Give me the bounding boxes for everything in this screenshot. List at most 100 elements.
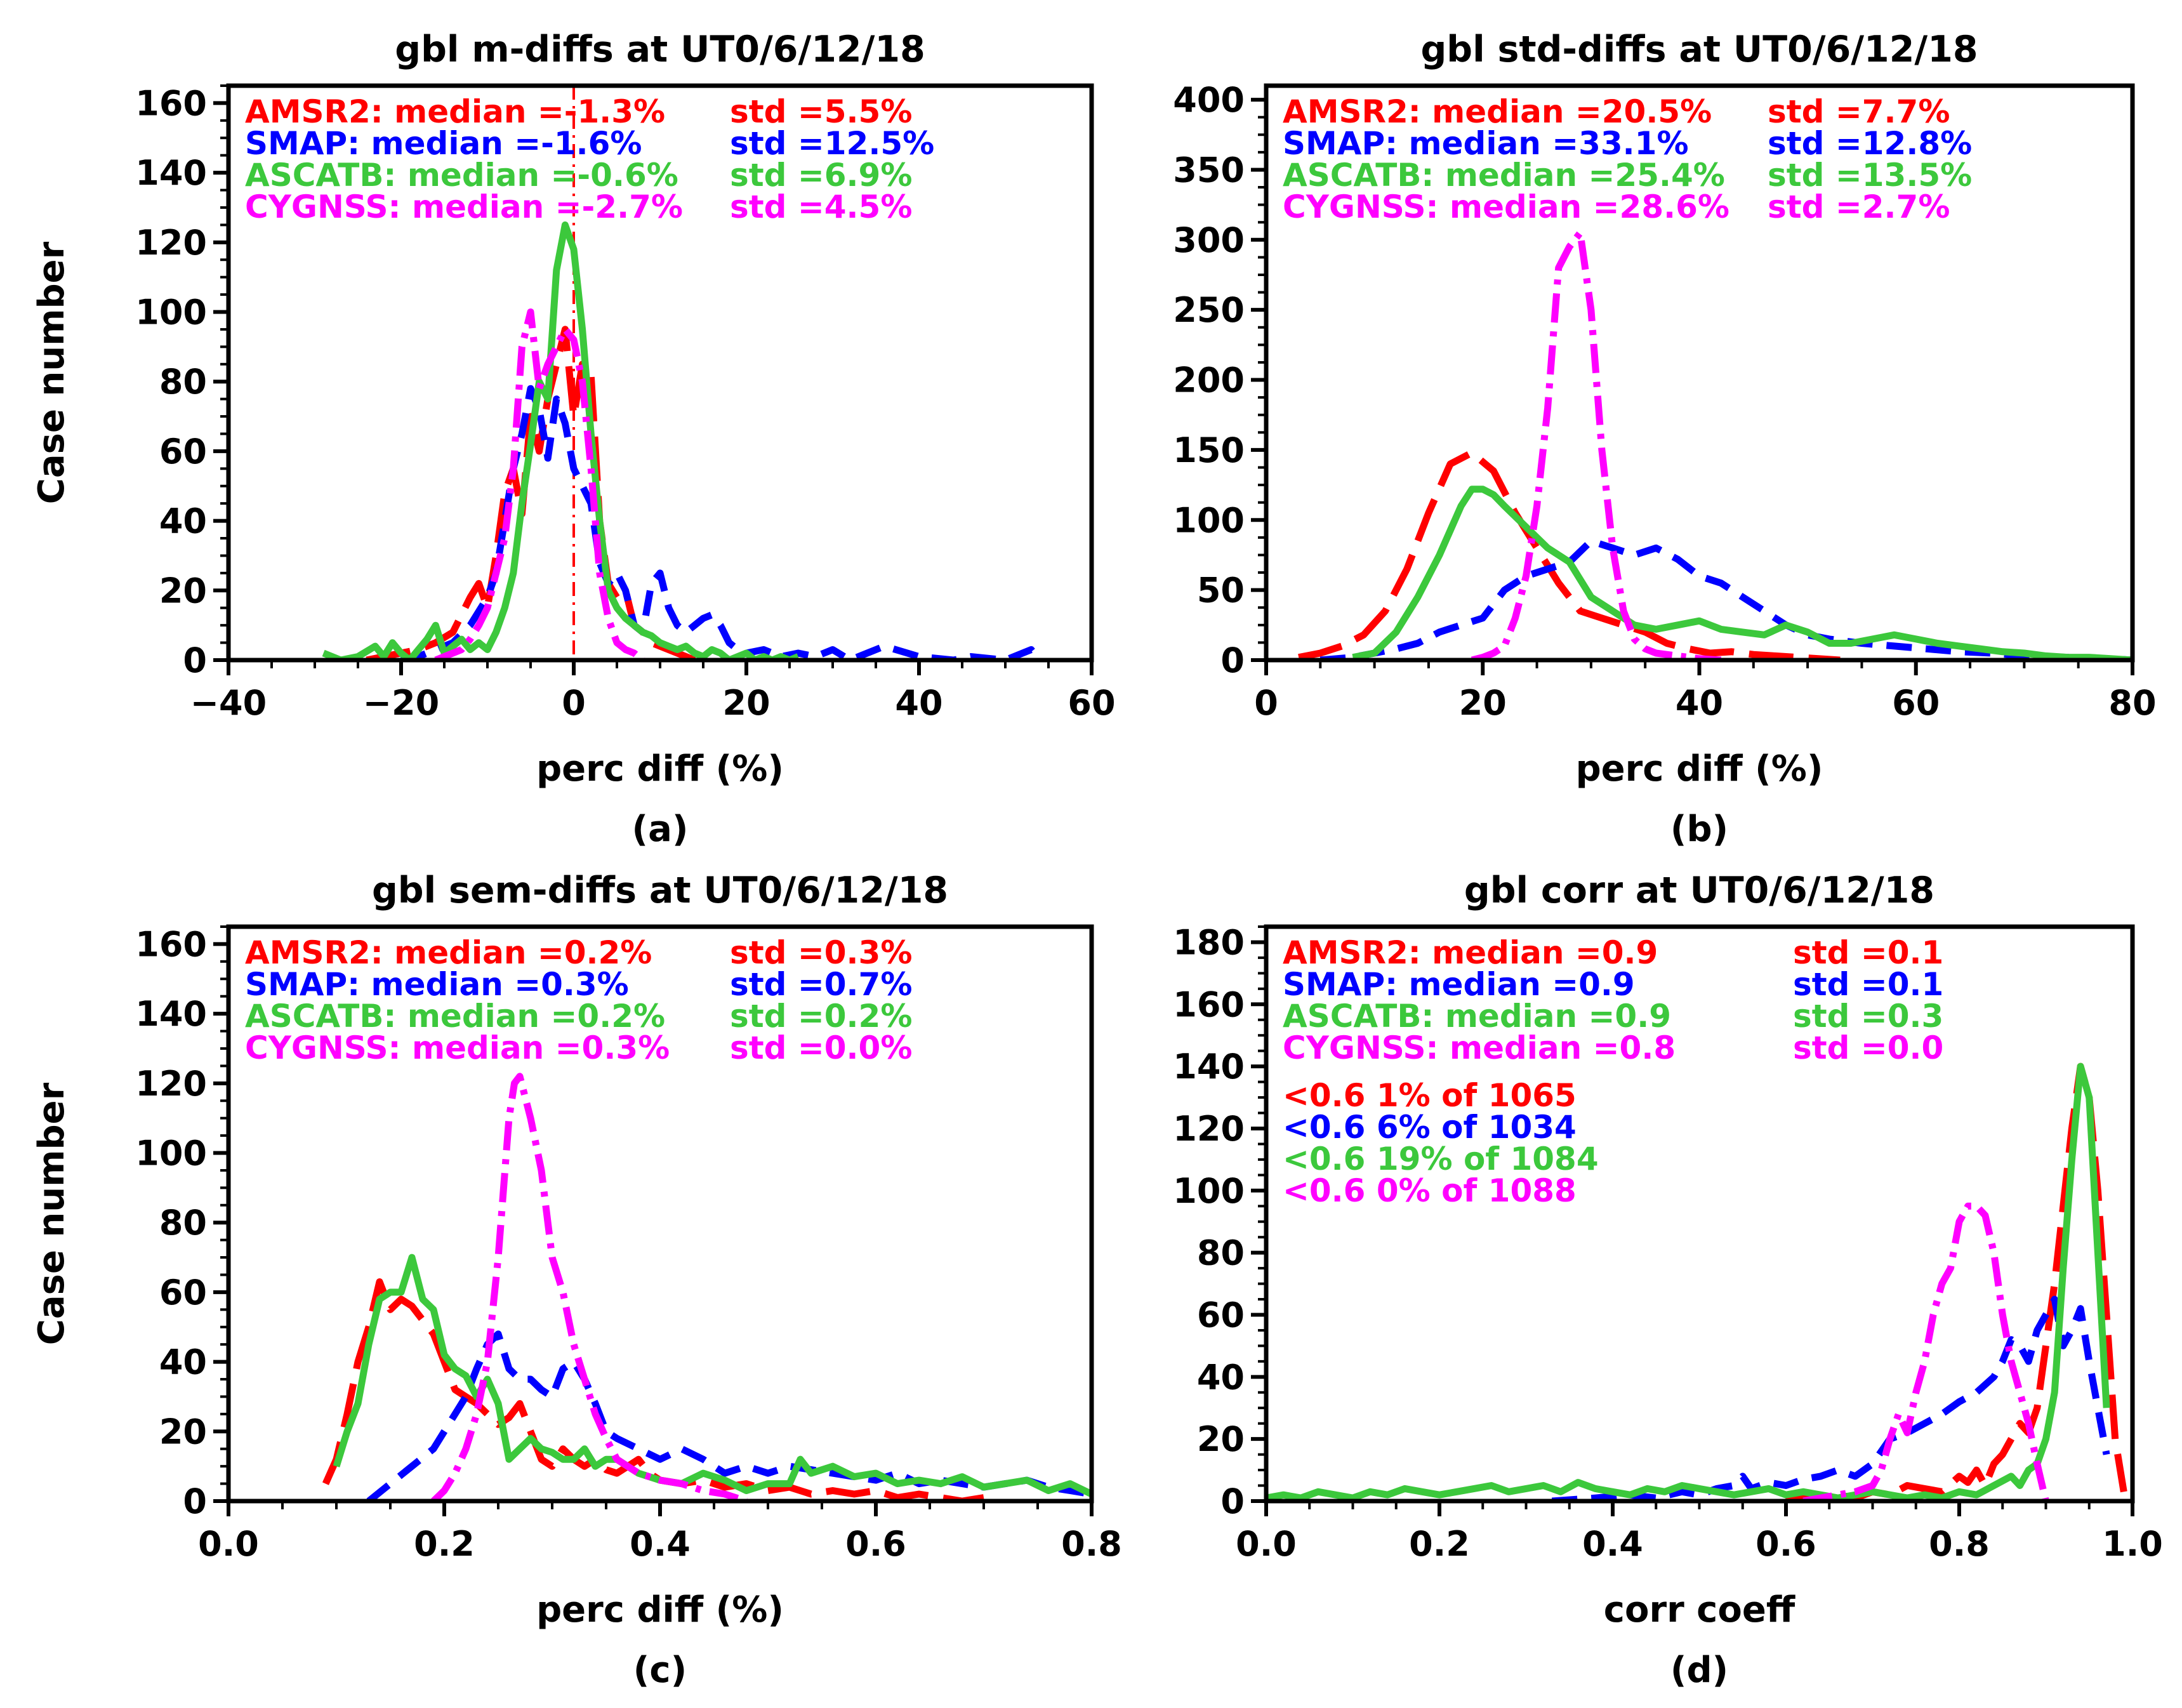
y-tick-label: 80: [1197, 1233, 1245, 1273]
y-tick-label: 200: [1173, 361, 1245, 401]
x-tick-label: 60: [1892, 683, 1940, 723]
series-line-cygnss: [431, 1073, 748, 1501]
y-tick-label: 40: [159, 1342, 207, 1382]
y-tick-label: 100: [135, 293, 207, 333]
chart-title: gbl m-diffs at UT0/6/12/18: [395, 29, 925, 70]
x-tick-label: 0: [1254, 683, 1278, 723]
y-tick-label: 150: [1173, 430, 1245, 470]
chart-title: gbl std-diffs at UT0/6/12/18: [1420, 29, 1978, 70]
stat-below-threshold: <0.6 0% of 1088: [1283, 1172, 1577, 1209]
stat-std-amsr2: std =0.1: [1793, 934, 1943, 971]
y-tick-label: 0: [183, 640, 207, 680]
panel-b: 0 20 40 60 80 0 50 100 150 200 250 300 350 400 gbl std…: [1173, 29, 2156, 850]
x-axis-label: corr coeff: [1604, 1589, 1795, 1631]
stat-std-cygnss: std =0.0%: [730, 1029, 912, 1066]
x-tick-label: 80: [2108, 683, 2156, 723]
x-tick-label: 60: [1068, 683, 1115, 723]
stat-median-amsr2: AMSR2: median =20.5%: [1283, 93, 1712, 130]
x-tick-label: 1.0: [2102, 1524, 2163, 1564]
x-tick-label: −20: [363, 683, 439, 723]
chart-title: gbl sem-diffs at UT0/6/12/18: [372, 870, 948, 911]
x-tick-label: 0.2: [414, 1524, 475, 1564]
stat-median-amsr2: AMSR2: median =0.2%: [245, 934, 652, 971]
y-tick-label: 400: [1173, 80, 1245, 120]
stat-below-threshold: <0.6 6% of 1034: [1283, 1109, 1577, 1146]
stat-std-amsr2: std =7.7%: [1768, 93, 1950, 130]
stat-median-smap: SMAP: median =0.3%: [245, 966, 629, 1003]
series-line-cygnss: [1471, 229, 1721, 660]
x-tick-label: 0.0: [1236, 1524, 1297, 1564]
panel-d: 0.0 0.2 0.4 0.6 0.8 1.0 0 20 40 60 80 100 120 140 160 1…: [1173, 870, 2163, 1691]
x-axis-label: perc diff (%): [536, 748, 784, 790]
x-axis-label: perc diff (%): [1576, 748, 1823, 790]
stat-median-ascatb: ASCATB: median =-0.6%: [245, 157, 678, 194]
y-tick-label: 20: [1197, 1419, 1245, 1459]
y-tick-label: 50: [1197, 571, 1245, 611]
panel-label: (d): [1670, 1650, 1728, 1691]
series-group: [1298, 229, 2132, 660]
y-tick-label: 0: [1220, 1481, 1245, 1521]
y-tick-label: 100: [135, 1134, 207, 1174]
y-tick-label: 160: [1173, 984, 1245, 1024]
stat-std-smap: std =12.8%: [1768, 125, 1972, 162]
y-tick-label: 20: [159, 1412, 207, 1452]
series-line-amsr2: [1298, 449, 1841, 660]
y-tick-label: 140: [1173, 1047, 1245, 1087]
x-tick-label: 0.4: [630, 1524, 691, 1564]
stat-std-ascatb: std =0.2%: [730, 998, 912, 1035]
y-tick-label: 140: [135, 153, 207, 193]
series-group: [322, 86, 1043, 660]
y-tick-label: 80: [159, 1203, 207, 1243]
y-tick-label: 100: [1173, 1171, 1245, 1211]
stat-median-cygnss: CYGNSS: median =-2.7%: [245, 189, 683, 225]
panel-label: (c): [633, 1650, 687, 1691]
stat-median-amsr2: AMSR2: median =0.9: [1283, 934, 1658, 971]
x-tick-label: 0.8: [1929, 1524, 1990, 1564]
x-axis-label: perc diff (%): [536, 1589, 784, 1631]
y-tick-label: 160: [135, 83, 207, 123]
series-line-smap: [1319, 537, 2132, 660]
x-tick-label: 0.0: [198, 1524, 259, 1564]
stat-std-smap: std =0.7%: [730, 966, 912, 1003]
x-tick-label: −40: [190, 683, 267, 723]
y-tick-label: 0: [183, 1481, 207, 1521]
stat-below-threshold: <0.6 1% of 1065: [1283, 1077, 1577, 1114]
stat-std-ascatb: std =13.5%: [1768, 157, 1972, 194]
stat-median-ascatb: ASCATB: median =25.4%: [1283, 157, 1725, 194]
y-tick-label: 40: [1197, 1357, 1245, 1397]
y-tick-label: 100: [1173, 500, 1245, 540]
stat-below-threshold: <0.6 19% of 1084: [1283, 1141, 1599, 1177]
series-line-ascatb: [1352, 486, 2132, 660]
y-tick-label: 350: [1173, 150, 1245, 190]
panel-c: 0.0 0.2 0.4 0.6 0.8 0 20 40 60 80 100 120 140 160 gbl …: [31, 870, 1122, 1691]
panel-a: −40 −20 0 20 40 60 0 20 40 60 80 100 120 140 160 gbl m-…: [31, 29, 1116, 850]
stat-median-amsr2: AMSR2: median =-1.3%: [245, 93, 665, 130]
stat-median-ascatb: ASCATB: median =0.9: [1283, 998, 1671, 1035]
stat-std-cygnss: std =4.5%: [730, 189, 912, 225]
y-axis-label: Case number: [31, 241, 72, 504]
x-tick-label: 40: [895, 683, 942, 723]
series-line-smap: [366, 1330, 1092, 1501]
chart-title: gbl corr at UT0/6/12/18: [1464, 870, 1934, 911]
stat-median-smap: SMAP: median =-1.6%: [245, 125, 642, 162]
y-tick-label: 0: [1220, 640, 1245, 680]
stat-median-smap: SMAP: median =33.1%: [1283, 125, 1689, 162]
y-tick-label: 250: [1173, 290, 1245, 330]
x-tick-label: 0.4: [1582, 1524, 1643, 1564]
stat-std-cygnss: std =0.0: [1793, 1029, 1943, 1066]
series-line-ascatb: [1266, 1063, 2110, 1501]
y-axis-label: Case number: [31, 1082, 72, 1345]
y-tick-label: 120: [135, 1064, 207, 1104]
y-tick-label: 120: [1173, 1109, 1245, 1149]
x-tick-label: 20: [1459, 683, 1507, 723]
x-tick-label: 0.2: [1409, 1524, 1470, 1564]
x-tick-label: 40: [1676, 683, 1723, 723]
panel-label: (a): [632, 809, 689, 850]
x-tick-label: 0.8: [1061, 1524, 1122, 1564]
y-tick-label: 40: [159, 501, 207, 541]
series-line-ascatb: [322, 221, 800, 660]
stat-std-amsr2: std =5.5%: [730, 93, 912, 130]
x-tick-label: 0.6: [845, 1524, 906, 1564]
y-tick-label: 20: [159, 571, 207, 611]
series-line-cygnss: [434, 308, 645, 660]
